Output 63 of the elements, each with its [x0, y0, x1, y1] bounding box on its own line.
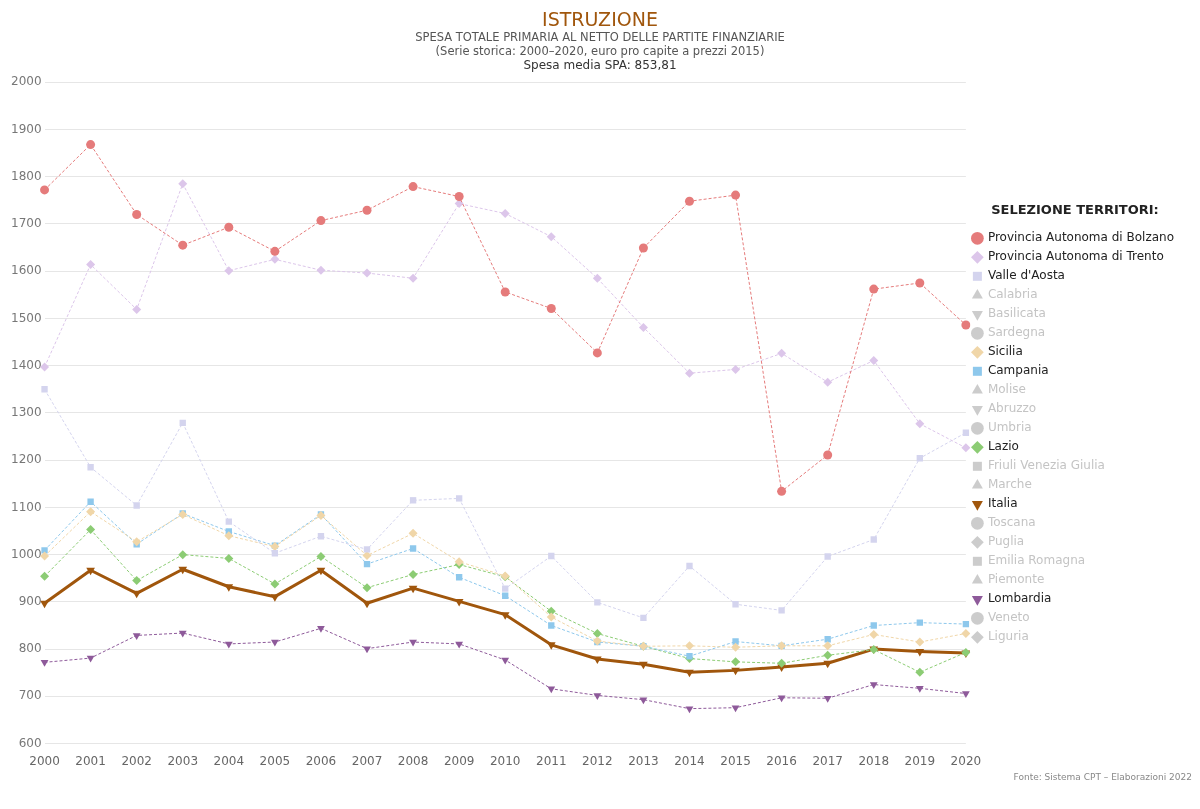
chart-title: ISTRUZIONE: [541, 8, 659, 30]
y-tick-label: 600: [18, 735, 42, 750]
x-tick-label: 2014: [674, 753, 705, 768]
y-tick-label: 1900: [10, 121, 42, 136]
legend-label: Lazio: [987, 439, 1019, 454]
x-tick-label: 2000: [29, 753, 60, 768]
y-tick-label: 800: [18, 641, 42, 656]
y-tick-label: 1400: [10, 357, 42, 372]
x-tick-label: 2009: [443, 753, 475, 768]
legend-label: Molise: [987, 382, 1026, 397]
x-tick-label: 2013: [628, 753, 659, 768]
legend-label: Veneto: [987, 610, 1030, 625]
x-tick-label: 2010: [489, 753, 521, 768]
y-tick-label: 1800: [10, 168, 42, 183]
y-tick-label: 1300: [10, 405, 42, 420]
x-tick-label: 2016: [766, 753, 797, 768]
y-tick-label: 900: [18, 594, 42, 608]
legend-label: Valle d'Aosta: [987, 268, 1065, 283]
y-tick-label: 1200: [10, 452, 42, 467]
x-tick-label: 2003: [167, 753, 199, 768]
y-tick-label: 1000: [10, 546, 42, 561]
x-tick-label: 2007: [351, 753, 383, 768]
x-tick-label: 2005: [259, 753, 291, 768]
y-tick-label: 1100: [10, 499, 42, 514]
x-tick-label: 2002: [121, 753, 152, 768]
legend-label: Provincia Autonoma di Trento: [987, 249, 1164, 264]
legend-label: Puglia: [987, 534, 1025, 549]
legend-label: Umbria: [987, 420, 1032, 435]
x-tick-label: 2001: [75, 753, 106, 768]
legend-label: Liguria: [987, 629, 1029, 644]
y-tick-label: 700: [18, 688, 42, 703]
legend-label: Emilia Romagna: [987, 553, 1086, 568]
y-tick-label: 1500: [10, 310, 42, 325]
legend-label: Provincia Autonoma di Bolzano: [987, 230, 1175, 245]
x-tick-label: 2019: [904, 753, 936, 768]
x-tick-label: 2006: [305, 753, 337, 768]
legend-label: Sardegna: [987, 325, 1046, 340]
legend-title: SELEZIONE TERRITORI:: [991, 201, 1159, 217]
x-tick-label: 2012: [582, 753, 613, 768]
legend-label: Sicilia: [987, 344, 1023, 359]
legend-label: Campania: [987, 363, 1049, 378]
x-tick-label: 2017: [812, 753, 843, 768]
x-tick-label: 2015: [720, 753, 751, 768]
x-tick-label: 2008: [397, 753, 429, 768]
legend-label: Marche: [987, 477, 1032, 492]
legend-label: Toscana: [986, 515, 1036, 530]
x-tick-label: 2020: [950, 753, 982, 768]
legend-label: Calabria: [987, 287, 1038, 302]
x-tick-label: 2018: [858, 753, 890, 768]
legend-label: Italia: [987, 496, 1018, 511]
legend-label: Friuli Venezia Giulia: [987, 458, 1105, 473]
legend-label: Basilicata: [987, 306, 1046, 321]
source-note: Fonte: Sistema CPT – Elaborazioni 2022: [1012, 772, 1192, 782]
legend-label: Abruzzo: [987, 401, 1037, 416]
y-tick-label: 1600: [10, 263, 42, 278]
text: Spesa media SPA: 853,81: [522, 58, 678, 72]
y-tick-label: 1700: [10, 216, 42, 231]
legend-label: Lombardia: [987, 591, 1052, 606]
chart-subtitle: SPESA TOTALE PRIMARIA AL NETTO DELLE PARTITE FINANZIARIE (Serie storica: 2000–2020, euro pro capite a prezzi 2015): [414, 30, 786, 58]
x-tick-label: 2011: [536, 753, 567, 768]
x-tick-label: 2004: [213, 753, 245, 768]
legend-label: Piemonte: [987, 572, 1045, 587]
y-tick-label: 2000: [10, 74, 42, 89]
